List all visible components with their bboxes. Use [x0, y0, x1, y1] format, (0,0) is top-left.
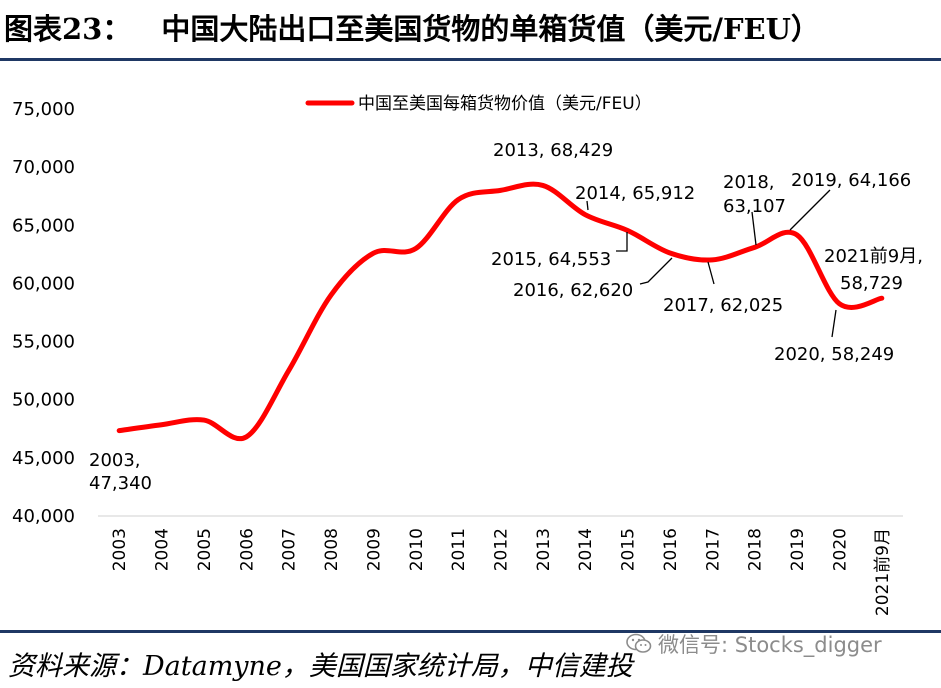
data-label: 2021前9月, [824, 246, 923, 267]
y-tick-label: 75,000 [12, 99, 75, 120]
data-label: 2014, 65,912 [575, 183, 695, 204]
y-tick-label: 50,000 [12, 390, 75, 411]
label-leader-line [751, 211, 757, 246]
data-label: 2013, 68,429 [493, 140, 613, 161]
x-tick-label: 2009 [364, 528, 384, 571]
source-note: 资料来源：Datamyne，美国国家统计局，中信建投 [8, 651, 633, 682]
legend-label: 中国至美国每箱货物价值（美元/FEU） [358, 94, 652, 114]
label-leader-line [707, 261, 715, 285]
data-label: 2019, 64,166 [791, 170, 911, 191]
series-line [116, 181, 885, 442]
x-tick-label: 2020 [830, 528, 850, 571]
label-leader-line [831, 309, 837, 338]
footer-divider [0, 630, 941, 633]
figure-title-text: 中国大陆出口至美国货物的单箱货值（美元/FEU） [161, 12, 820, 46]
y-tick-label: 55,000 [12, 332, 75, 353]
x-tick-label: 2011 [449, 528, 469, 571]
label-leader-line [616, 232, 628, 252]
x-tick-label: 2006 [237, 528, 257, 571]
x-tick-label: 2017 [703, 528, 723, 571]
y-tick-label: 60,000 [12, 273, 75, 294]
x-tick-label: 2008 [322, 528, 342, 571]
figure-number: 图表23： [4, 12, 132, 46]
y-tick-label: 70,000 [12, 157, 75, 178]
x-tick-label: 2015 [619, 528, 639, 571]
x-tick-label: 2004 [153, 528, 173, 571]
data-label: 47,340 [89, 473, 152, 494]
label-leader-line [639, 257, 673, 285]
data-label: 2020, 58,249 [774, 344, 894, 365]
data-label: 2017, 62,025 [663, 295, 783, 316]
x-tick-label: 2016 [661, 528, 681, 571]
data-label: 2016, 62,620 [513, 280, 633, 301]
watermark-text: 微信号: Stocks_digger [658, 633, 882, 657]
y-tick-label: 45,000 [12, 448, 75, 469]
y-tick-label: 40,000 [12, 506, 75, 527]
watermark: 微信号: Stocks_digger [626, 629, 882, 659]
x-tick-label: 2021前9月 [873, 528, 893, 616]
x-tick-label: 2014 [576, 528, 596, 571]
x-tick-label: 2012 [492, 528, 512, 571]
figure-title: 图表23： 中国大陆出口至美国货物的单箱货值（美元/FEU） [4, 6, 820, 48]
x-tick-label: 2005 [195, 528, 215, 571]
data-label: 63,107 [723, 196, 786, 217]
x-tick-label: 2003 [110, 528, 130, 571]
title-divider [0, 58, 941, 61]
data-label: 2015, 64,553 [491, 249, 611, 270]
line-chart: 40,000 45,000 50,000 55,000 60,000 65,000 70,0… [12, 94, 923, 616]
x-tick-label: 2007 [280, 528, 300, 571]
data-label: 2003, [89, 450, 141, 471]
x-tick-label: 2018 [746, 528, 766, 571]
data-label: 2018, [723, 172, 775, 193]
x-tick-label: 2010 [407, 528, 427, 571]
wechat-icon [626, 633, 652, 653]
x-tick-label: 2013 [534, 528, 554, 571]
label-leader-line [586, 200, 589, 211]
y-tick-label: 65,000 [12, 215, 75, 236]
data-label: 58,729 [840, 273, 903, 294]
label-leader-line [789, 189, 831, 231]
x-tick-label: 2019 [788, 528, 808, 571]
